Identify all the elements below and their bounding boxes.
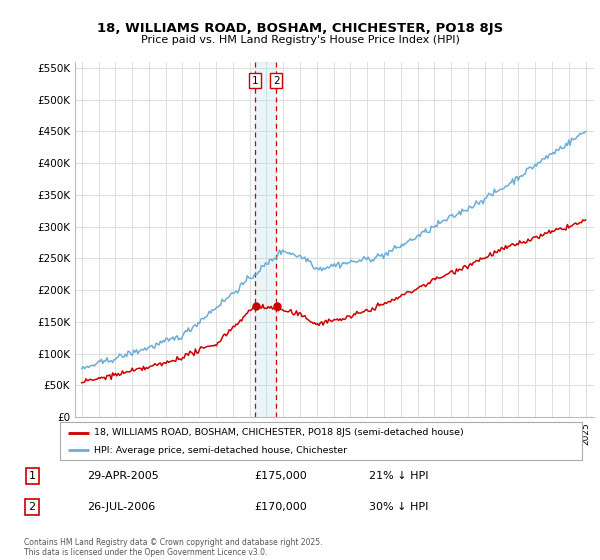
Text: £170,000: £170,000 [254,502,307,512]
Text: HPI: Average price, semi-detached house, Chichester: HPI: Average price, semi-detached house,… [94,446,347,455]
Text: 2: 2 [29,502,36,512]
Text: 1: 1 [252,76,259,86]
Text: Contains HM Land Registry data © Crown copyright and database right 2025.
This d: Contains HM Land Registry data © Crown c… [24,538,323,557]
Text: 21% ↓ HPI: 21% ↓ HPI [369,471,428,481]
Text: 18, WILLIAMS ROAD, BOSHAM, CHICHESTER, PO18 8JS (semi-detached house): 18, WILLIAMS ROAD, BOSHAM, CHICHESTER, P… [94,428,464,437]
Text: 30% ↓ HPI: 30% ↓ HPI [369,502,428,512]
Text: 2: 2 [273,76,280,86]
Text: 1: 1 [29,471,35,481]
Text: Price paid vs. HM Land Registry's House Price Index (HPI): Price paid vs. HM Land Registry's House … [140,35,460,45]
Text: 29-APR-2005: 29-APR-2005 [87,471,158,481]
Text: 26-JUL-2006: 26-JUL-2006 [87,502,155,512]
Text: £175,000: £175,000 [254,471,307,481]
Text: 18, WILLIAMS ROAD, BOSHAM, CHICHESTER, PO18 8JS: 18, WILLIAMS ROAD, BOSHAM, CHICHESTER, P… [97,22,503,35]
Bar [255,62,276,417]
